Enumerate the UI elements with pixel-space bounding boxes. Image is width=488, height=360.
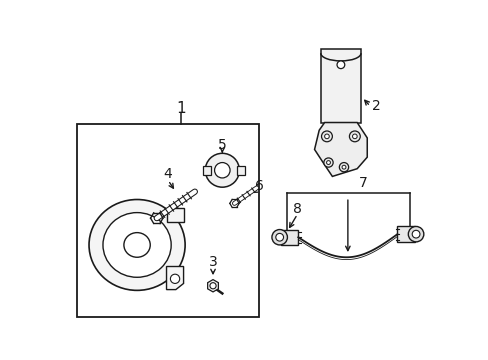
Polygon shape: [166, 266, 183, 289]
Ellipse shape: [89, 199, 185, 291]
Ellipse shape: [103, 213, 171, 277]
Circle shape: [209, 283, 216, 289]
Bar: [237, 166, 244, 175]
Text: 1: 1: [176, 101, 185, 116]
Text: 4: 4: [163, 167, 172, 181]
Circle shape: [275, 233, 283, 241]
Circle shape: [342, 165, 345, 169]
Circle shape: [214, 163, 230, 178]
Bar: [281, 230, 298, 245]
Circle shape: [407, 226, 423, 242]
Circle shape: [352, 134, 356, 139]
Text: 6: 6: [255, 179, 264, 193]
Ellipse shape: [123, 233, 150, 257]
Circle shape: [411, 230, 419, 238]
Text: 2: 2: [371, 99, 380, 113]
Text: 3: 3: [208, 255, 217, 269]
Text: 8: 8: [292, 202, 301, 216]
Circle shape: [205, 153, 239, 187]
Circle shape: [336, 61, 344, 69]
Circle shape: [339, 163, 348, 172]
Circle shape: [323, 158, 332, 167]
Circle shape: [324, 134, 328, 139]
Text: 5: 5: [218, 138, 226, 152]
Circle shape: [170, 274, 179, 283]
Bar: [397, 226, 414, 242]
Circle shape: [326, 161, 330, 165]
Text: 7: 7: [358, 176, 367, 190]
Circle shape: [321, 131, 332, 142]
Circle shape: [349, 131, 360, 142]
Polygon shape: [314, 122, 366, 176]
Bar: [320, 49, 360, 122]
Circle shape: [271, 230, 287, 245]
Bar: [203, 166, 210, 175]
Polygon shape: [207, 280, 218, 292]
Bar: [77, 124, 258, 316]
Bar: [166, 208, 183, 222]
